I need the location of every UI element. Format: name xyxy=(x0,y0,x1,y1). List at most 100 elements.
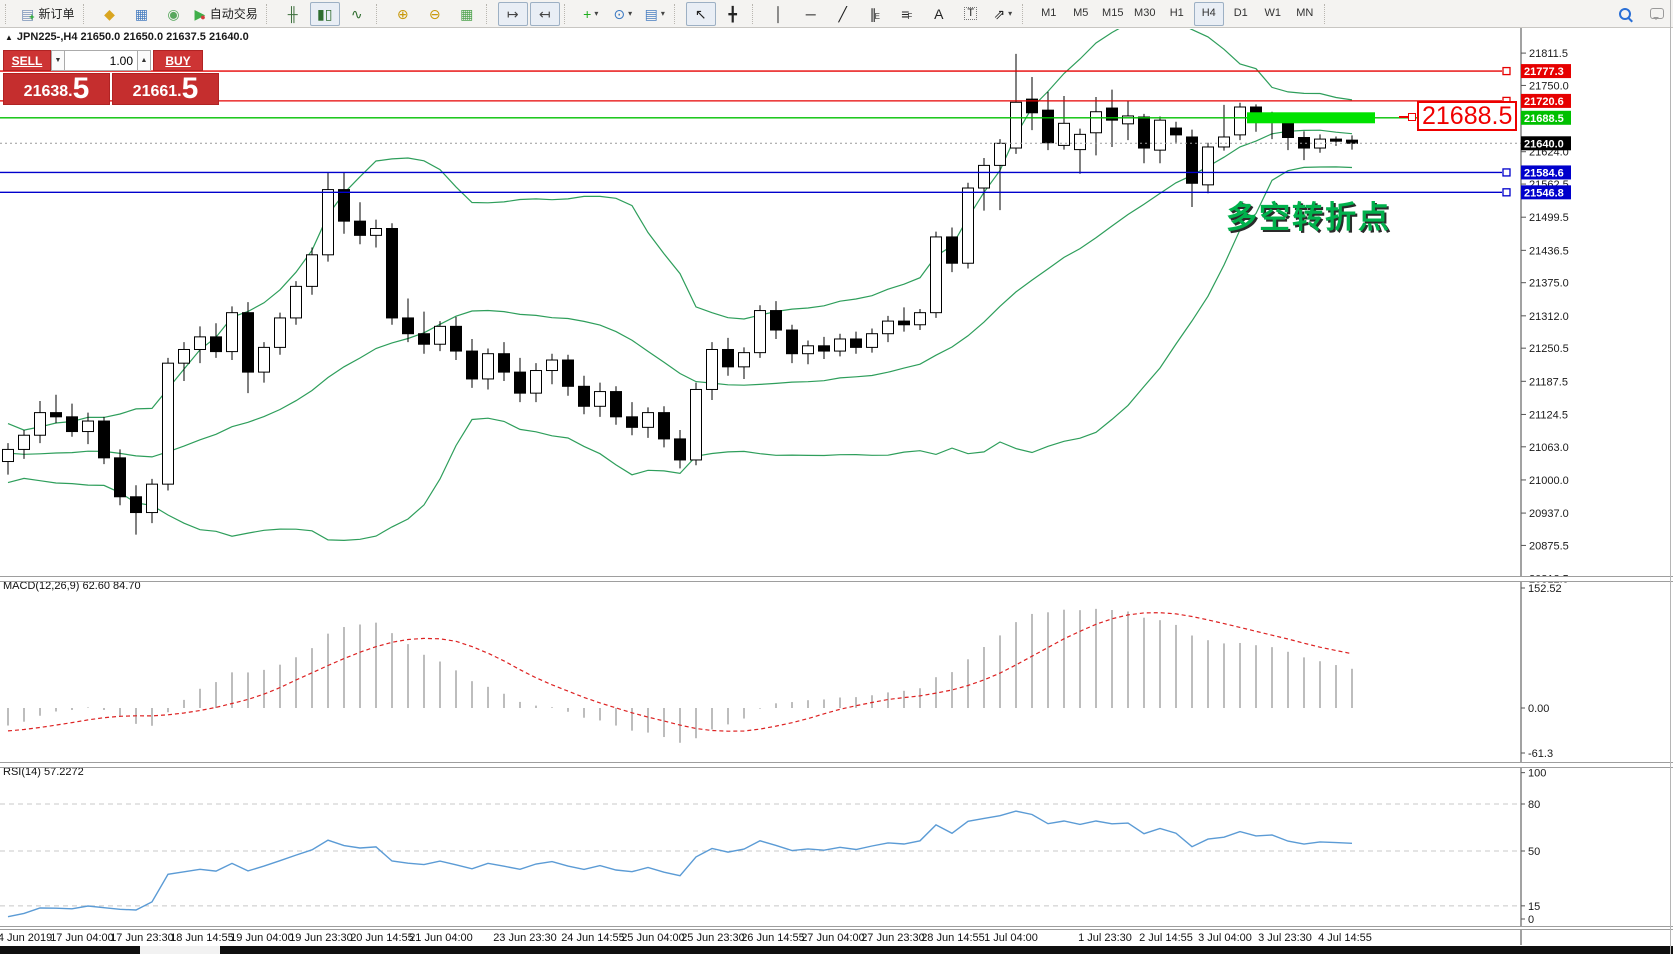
zoom-in-icon: ⊕ xyxy=(396,5,409,22)
bar-chart-button[interactable]: ╫ xyxy=(278,2,308,26)
line-anchor-marker[interactable] xyxy=(1502,168,1511,177)
timeframe-label: W1 xyxy=(1264,7,1282,19)
timeframe-h4[interactable]: H4 xyxy=(1193,1,1224,26)
market-watch-button[interactable]: ◆ xyxy=(95,2,125,26)
arrows-button[interactable]: ⇗ ▾ xyxy=(988,2,1018,26)
timeframe-m30[interactable]: M30 xyxy=(1130,2,1160,26)
buy-price-display[interactable]: 21661. 5 xyxy=(112,73,219,105)
rsi-scale-label: 15 xyxy=(1528,901,1540,913)
trendline-icon: ╱ xyxy=(838,5,847,22)
candle-bearish xyxy=(1026,98,1038,114)
trendline-button[interactable]: ╱ xyxy=(828,2,858,26)
equidistant-channel-button[interactable]: ∥ E xyxy=(869,5,880,22)
horizontal-line-button[interactable]: ─ xyxy=(796,2,826,26)
auto-scroll-button[interactable]: ↦ xyxy=(497,1,528,26)
text-button[interactable]: A xyxy=(924,2,954,26)
price-tag-label[interactable]: 21688.5 xyxy=(1417,101,1518,132)
data-window-button[interactable]: ▦ xyxy=(127,2,157,26)
new-order-button[interactable]: ▤ + 新订单 xyxy=(17,2,79,26)
tile-windows-icon: ▦ xyxy=(460,5,474,22)
chat[interactable] xyxy=(1642,2,1672,26)
collapse-panel-icon[interactable]: ▲ xyxy=(5,33,13,42)
timeframe-m5[interactable]: M5 xyxy=(1066,2,1096,26)
candle-bearish xyxy=(786,329,798,355)
price-axis-label xyxy=(1521,136,1571,151)
time-axis-label: 21 Jun 04:00 xyxy=(409,932,473,944)
periods-icon: ⊙ xyxy=(613,5,626,22)
volume-decrement-button[interactable]: ▼ xyxy=(51,50,65,71)
candle-bearish xyxy=(1330,138,1342,142)
candle-bearish xyxy=(562,359,574,387)
candle-bullish xyxy=(1058,122,1070,146)
turning-point-annotation[interactable]: 多空转折点 xyxy=(1226,200,1391,235)
line-anchor-marker[interactable] xyxy=(1502,188,1511,197)
chart-shift-button[interactable]: ↤ xyxy=(529,1,560,26)
autotrading-label: 自动交易 xyxy=(209,6,258,21)
timeframe-h1[interactable]: H1 xyxy=(1162,2,1192,26)
bar-chart-icon: ╫ xyxy=(287,5,298,22)
chevron-down-icon[interactable]: ▾ xyxy=(1008,8,1013,18)
cursor-button[interactable]: ↖ xyxy=(685,1,716,26)
line-anchor-marker[interactable] xyxy=(1502,66,1511,76)
candle-bullish xyxy=(930,236,942,314)
vertical-line-button[interactable]: │ xyxy=(764,2,794,26)
price-tick-label: 21250.5 xyxy=(1529,343,1569,355)
rsi-scale-label: 50 xyxy=(1528,846,1540,858)
rsi-pane-separator[interactable] xyxy=(0,762,1673,768)
crosshair-button[interactable]: ╋ xyxy=(718,2,748,26)
search[interactable] xyxy=(1610,2,1640,26)
timeframe-m15[interactable]: M15 xyxy=(1098,2,1128,26)
timeframe-d1[interactable]: D1 xyxy=(1226,2,1256,26)
sell-button[interactable]: SELL xyxy=(3,50,51,71)
tile-windows-button[interactable]: ▦ xyxy=(452,2,482,26)
timeframe-m1[interactable]: M1 xyxy=(1034,2,1064,26)
timeframe-mn[interactable]: MN xyxy=(1290,2,1320,26)
line-chart-button[interactable]: ∿ xyxy=(342,2,372,26)
buy-button[interactable]: BUY xyxy=(153,50,203,71)
candle-bearish xyxy=(242,312,254,373)
macd-pane-separator[interactable] xyxy=(0,576,1673,582)
candle-bullish xyxy=(370,228,382,236)
candle-bullish xyxy=(146,483,158,514)
candle-bullish xyxy=(1122,115,1134,125)
candle-bearish xyxy=(770,310,782,331)
auto-scroll-icon: ↦ xyxy=(506,5,519,22)
macd-signal-line xyxy=(7,612,1353,732)
chevron-down-icon[interactable]: ▾ xyxy=(628,8,633,18)
candle-bullish xyxy=(738,352,750,368)
volume-increment-button[interactable]: ▲ xyxy=(137,50,151,71)
add-indicator-button[interactable]: + ▾ xyxy=(576,2,606,26)
zoom-out-button[interactable]: ⊖ xyxy=(420,2,450,26)
periods-button[interactable]: ⊙ ▾ xyxy=(608,2,638,26)
chevron-down-icon[interactable]: ▾ xyxy=(660,8,665,18)
timeframe-w1[interactable]: W1 xyxy=(1258,2,1288,26)
green-highlight-bar[interactable] xyxy=(1247,112,1375,124)
timeframe-label: M15 xyxy=(1102,7,1124,19)
candlestick-chart-button[interactable]: ▮▯ xyxy=(309,1,340,26)
chevron-down-icon[interactable]: ▾ xyxy=(594,8,599,18)
candle-bullish xyxy=(18,434,30,450)
volume-input[interactable] xyxy=(65,50,137,71)
candle-bearish xyxy=(402,317,414,335)
zoom-in-button[interactable]: ⊕ xyxy=(388,2,418,26)
text-label-button[interactable]: T xyxy=(956,2,986,26)
autotrading-button[interactable]: ▶ ● 自动交易 xyxy=(191,2,262,26)
toolbar: ▤ + 新订单 ◆ ▦ ◉ ▶ ● 自动交易 ╫ ▮▯ ∿ ⊕ ⊖ ▦ ↦ ↤ + ▾ ⊙ ▾ ▤ ▾ ↖ ╋ │ ─ ╱ ∥ E ≡ F A T… xyxy=(0,0,1673,28)
sell-price-display[interactable]: 21638. 5 xyxy=(3,73,110,105)
autotrading-overlay-icon: ● xyxy=(200,12,206,22)
main-pane xyxy=(2,29,1358,542)
bollinger-middle-band xyxy=(7,129,1353,458)
navigator-button[interactable]: ◉ xyxy=(159,2,189,26)
equidistant-channel-icon: ∥ xyxy=(869,5,877,22)
timeframe-label: H4 xyxy=(1201,7,1216,19)
scrollbar-thumb[interactable] xyxy=(140,946,220,954)
candle-bullish xyxy=(1074,133,1086,151)
horizontal-scrollbar[interactable] xyxy=(0,946,1673,954)
candle-bearish xyxy=(130,496,142,514)
candle-bearish xyxy=(850,338,862,348)
templates-button[interactable]: ▤ ▾ xyxy=(640,2,670,26)
candle-bearish xyxy=(1106,107,1118,121)
fibonacci-button[interactable]: ≡ F xyxy=(901,5,913,22)
rsi-pane xyxy=(0,803,1521,918)
